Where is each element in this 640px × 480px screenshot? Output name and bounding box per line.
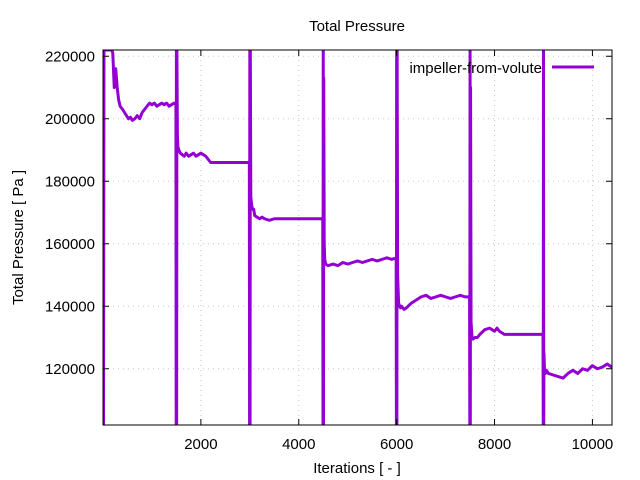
x-axis-title: Iterations [ - ] [313, 460, 401, 477]
series-layer [103, 50, 612, 425]
series-line-0 [103, 50, 612, 425]
y-tick-label: 120000 [45, 361, 95, 378]
y-tick-label: 200000 [45, 111, 95, 128]
legend: impeller-from-volute [409, 60, 594, 77]
x-tick-label: 4000 [282, 436, 315, 453]
grid [103, 50, 612, 425]
x-tick-label: 6000 [380, 436, 413, 453]
y-tick-label: 140000 [45, 298, 95, 315]
legend-label: impeller-from-volute [409, 60, 542, 77]
x-tick-label: 10000 [572, 436, 614, 453]
y-axis-title: Total Pressure [ Pa ] [10, 170, 27, 305]
axis-ticks: 2000 4000 6000 8000 10000 120000 140000 160000 1… [45, 48, 613, 453]
x-tick-label: 2000 [184, 436, 217, 453]
y-tick-label: 180000 [45, 173, 95, 190]
plot-frame [102, 49, 613, 426]
y-tick-label: 220000 [45, 48, 95, 65]
x-tick-label: 8000 [478, 436, 511, 453]
y-tick-label: 160000 [45, 236, 95, 253]
chart-title: Total Pressure [309, 18, 405, 35]
